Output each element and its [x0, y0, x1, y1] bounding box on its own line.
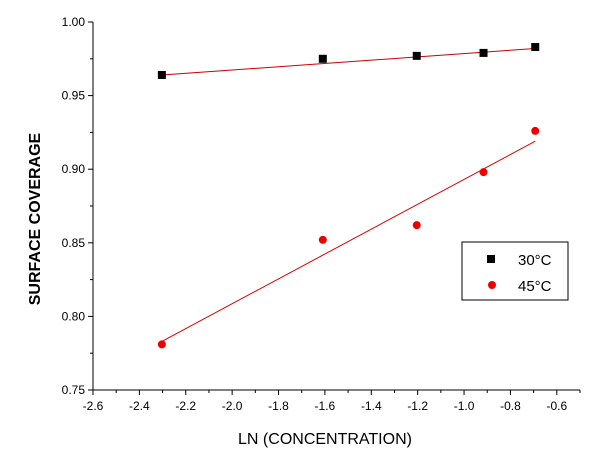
x-axis-title: LN (CONCENTRATION) — [238, 431, 412, 448]
x-tick-label: -1.8 — [268, 399, 289, 413]
data-point-square — [412, 51, 421, 60]
data-point-circle — [412, 221, 421, 230]
y-tick-label: 0.95 — [62, 89, 86, 103]
x-tick-label: -0.8 — [500, 399, 521, 413]
legend: 30°C 45°C — [461, 241, 569, 301]
data-point-circle — [531, 126, 540, 135]
x-tick-label: -2.2 — [175, 399, 196, 413]
data-point-square — [157, 70, 166, 79]
legend-marker-30c — [487, 255, 495, 263]
fit-lines — [161, 47, 536, 342]
x-tick-label: -2.0 — [222, 399, 243, 413]
x-tick-label: -1.4 — [361, 399, 382, 413]
axes: -2.6 -2.4 -2.2 -2.0 -1.8 -1.6 -1.4 -1.2 -1.0 -0.8… — [62, 15, 581, 413]
y-axis-title: SURFACE COVERAGE — [27, 132, 44, 305]
y-tick-label: 1.00 — [62, 15, 86, 29]
x-tick-label: -2.4 — [129, 399, 150, 413]
fit-line-series-1 — [161, 140, 536, 342]
data-points — [157, 43, 540, 349]
x-tick-label: -1.2 — [407, 399, 428, 413]
legend-box — [461, 241, 569, 301]
x-tick-label: -2.6 — [83, 399, 104, 413]
legend-label-45c: 45°C — [518, 278, 552, 295]
legend-label-30c: 30°C — [518, 252, 552, 269]
x-tick-label: -1.0 — [454, 399, 475, 413]
data-point-circle — [318, 235, 327, 244]
y-tick-label: 0.75 — [62, 383, 86, 397]
data-point-square — [479, 48, 488, 57]
y-tick-label: 0.85 — [62, 236, 86, 250]
data-point-circle — [157, 340, 166, 349]
data-point-circle — [479, 168, 488, 177]
fit-line-series-0 — [161, 47, 536, 76]
y-tick-label: 0.90 — [62, 162, 86, 176]
data-point-square — [531, 43, 540, 52]
legend-marker-45c — [488, 281, 496, 289]
x-tick-label: -1.6 — [315, 399, 336, 413]
y-tick-label: 0.80 — [62, 309, 86, 323]
data-point-square — [318, 54, 327, 63]
x-tick-label: -0.6 — [546, 399, 567, 413]
